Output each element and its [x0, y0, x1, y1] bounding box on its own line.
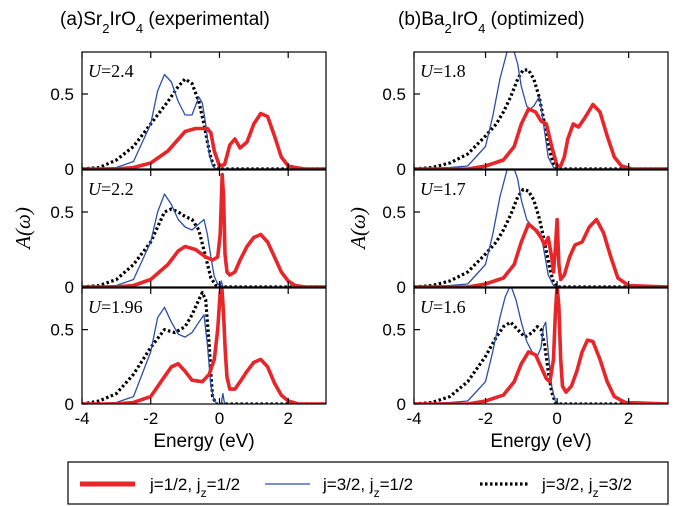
y-axis-label: A(ω): [346, 207, 370, 251]
u-value: =2.2: [101, 179, 134, 199]
y-tick-label: 0.5: [50, 85, 74, 104]
legend-text: j=1/2, j: [149, 475, 201, 494]
subplot: 0 0.5 U=1.7: [382, 169, 669, 297]
series-line: [82, 290, 326, 404]
series-line: [414, 102, 668, 169]
x-tick-label: 2: [283, 409, 292, 428]
subplot-frame: [81, 287, 327, 405]
legend-text: j=3/2, j: [541, 475, 593, 494]
series-line: [414, 288, 668, 404]
series-line: [82, 73, 326, 169]
y-tick-label: 0: [65, 278, 74, 297]
y-tick-label: 0: [65, 395, 74, 414]
legend-text: =1/2: [207, 475, 241, 494]
title-subscript: 2: [444, 21, 451, 36]
subplot: 0 0.5 U=1.8: [382, 51, 669, 179]
subplot-frame: [81, 51, 327, 170]
series-line: [82, 288, 326, 404]
panel-b: (b)Ba2IrO4 (optimized)00.5U=1.800.5U=1.7…: [346, 9, 669, 452]
legend-subscript: z: [201, 486, 207, 500]
y-tick-label: 0.5: [50, 321, 74, 340]
legend-text: =3/2: [599, 475, 633, 494]
u-symbol: U: [420, 297, 434, 317]
subplot: 0 0.5 U=2.2: [50, 169, 327, 297]
title-text: (experimental): [143, 9, 270, 30]
subplot: 0 0.5 U=1.96: [50, 287, 327, 414]
u-symbol: U: [88, 297, 102, 317]
panel-a: (a)Sr2IrO4 (experimental)00.5U=2.400.5U=…: [11, 9, 327, 452]
u-label: U=1.6: [420, 297, 466, 317]
subplot-frame: [413, 51, 669, 170]
legend-label: j=3/2, jz=1/2: [322, 475, 413, 500]
u-label: U=1.7: [420, 179, 466, 199]
series-line: [414, 52, 668, 169]
panel-title: (b)Ba2IrO4 (optimized): [398, 9, 585, 36]
y-axis-label: A(ω): [11, 207, 35, 251]
y-tick-label: 0.5: [50, 203, 74, 222]
legend-text: =1/2: [380, 475, 414, 494]
x-tick-label: -4: [74, 409, 89, 428]
x-tick-label: 0: [552, 409, 561, 428]
y-tick-label: 0: [397, 160, 406, 179]
u-value: =1.8: [433, 61, 466, 81]
title-text: (a)Sr: [60, 9, 103, 30]
u-label: U=2.4: [88, 61, 134, 81]
y-tick-label: 0: [397, 395, 406, 414]
series-line: [414, 320, 668, 404]
u-value: =2.4: [101, 61, 134, 81]
x-tick-label: 0: [215, 409, 224, 428]
legend-text: j=3/2, j: [322, 475, 374, 494]
subplot: 0 0.5 U=1.6: [382, 287, 669, 414]
series-line: [82, 193, 326, 287]
panel-title: (a)Sr2IrO4 (experimental): [60, 9, 270, 36]
series-line: [414, 217, 668, 287]
series-line: [82, 77, 326, 169]
u-symbol: U: [88, 179, 102, 199]
u-value: =1.6: [433, 297, 466, 317]
u-symbol: U: [420, 179, 434, 199]
legend: j=1/2, jz=1/2 j=3/2, jz=1/2 j=3/2, jz=3/2: [67, 461, 669, 505]
y-tick-label: 0: [397, 278, 406, 297]
series-line: [414, 68, 668, 169]
series-line: [414, 170, 668, 287]
u-symbol: U: [88, 61, 102, 81]
title-subscript: 2: [102, 21, 109, 36]
title-text: (optimized): [485, 9, 584, 30]
u-label: U=2.2: [88, 179, 134, 199]
y-tick-label: 0: [65, 160, 74, 179]
legend-label: j=3/2, jz=3/2: [541, 475, 632, 500]
y-tick-label: 0.5: [382, 85, 406, 104]
u-symbol: U: [420, 61, 434, 81]
title-subscript: 4: [136, 21, 143, 36]
y-tick-label: 0.5: [382, 321, 406, 340]
y-tick-label: 0.5: [382, 203, 406, 222]
subplot-frame: [81, 169, 327, 288]
title-subscript: 4: [478, 21, 485, 36]
series-line: [82, 172, 326, 287]
subplot-frame: [413, 169, 669, 288]
u-value: =1.96: [101, 297, 143, 317]
u-label: U=1.96: [88, 297, 143, 317]
subplot: 0 0.5 U=2.4: [50, 51, 327, 179]
x-tick-label: 2: [624, 409, 633, 428]
series-line: [82, 306, 326, 404]
series-line: [82, 111, 326, 169]
x-axis-label: Energy (eV): [490, 431, 591, 452]
x-tick-label: -2: [478, 409, 493, 428]
x-tick-label: -4: [406, 409, 421, 428]
legend-label: j=1/2, jz=1/2: [149, 475, 240, 500]
x-tick-label: -2: [143, 409, 158, 428]
legend-subscript: z: [593, 486, 599, 500]
legend-box: [67, 461, 669, 505]
series-line: [82, 207, 326, 287]
u-value: =1.7: [433, 179, 466, 199]
title-text: (b)Ba: [398, 9, 445, 30]
u-label: U=1.8: [420, 61, 466, 81]
subplot-frame: [413, 287, 669, 405]
title-text: IrO: [452, 9, 478, 30]
x-axis-label: Energy (eV): [153, 431, 254, 452]
title-text: IrO: [109, 9, 135, 30]
legend-subscript: z: [374, 486, 380, 500]
